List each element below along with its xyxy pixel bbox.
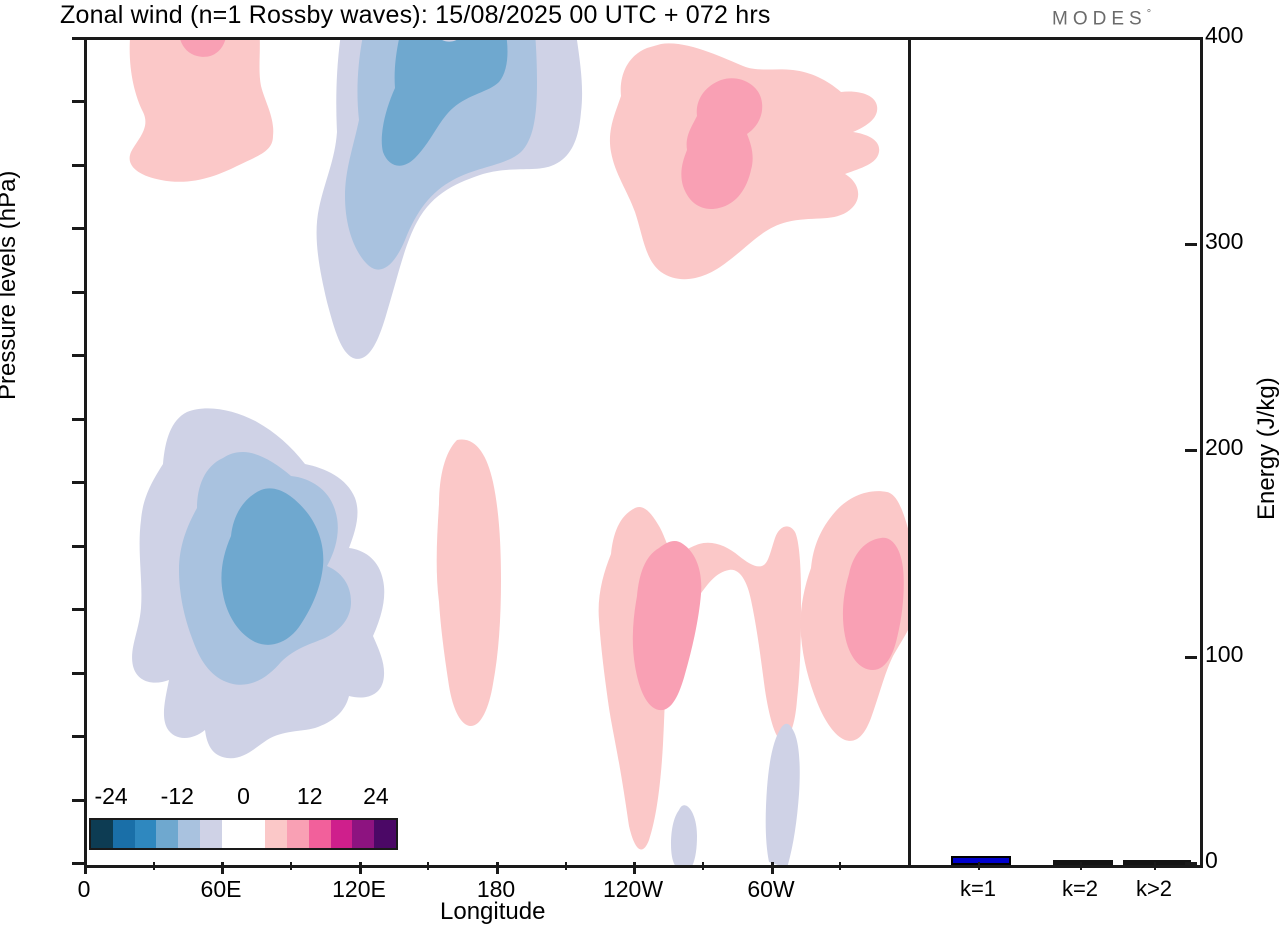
bottom-axis-minor-tick (839, 862, 841, 870)
energy-bar-kgt2 (1123, 860, 1191, 865)
right-axis-tick-label: 300 (1205, 228, 1244, 254)
left-axis-tick (72, 735, 84, 738)
colorbar-swatch (199, 820, 222, 848)
colorbar-swatch (243, 820, 266, 848)
left-axis-tick (72, 672, 84, 675)
right-axis-tick (1185, 449, 1197, 452)
bottom-axis-minor-tick (290, 862, 292, 870)
left-axis-tick (72, 100, 84, 103)
bottom-axis-label: Longitude (440, 898, 546, 925)
colorbar-tick-label: 24 (363, 783, 389, 809)
bottom-axis-tick (633, 862, 636, 874)
colorbar-tick-label: 0 (237, 783, 250, 809)
energy-bar-k2 (1053, 860, 1113, 865)
right-axis-tick-label: 0 (1205, 847, 1218, 873)
colorbar-tick-label: 12 (296, 783, 323, 809)
left-axis-tick (72, 164, 84, 167)
left-axis-tick (72, 418, 84, 421)
energy-bar-label: k=2 (1061, 876, 1099, 901)
contour-plot-panel (84, 37, 911, 868)
colorbar (89, 818, 398, 850)
energy-bar-label: k>2 (1135, 876, 1173, 901)
right-axis-tick-label: 100 (1205, 641, 1244, 667)
bottom-axis-tick-label: 60W (747, 876, 795, 902)
energy-bar-label: k=1 (959, 876, 997, 901)
bottom-axis-tick (359, 862, 362, 874)
bottom-axis-tick (221, 862, 224, 874)
left-axis-tick (72, 37, 84, 40)
left-axis-tick (72, 799, 84, 802)
energy-axis-tick (1080, 862, 1082, 870)
colorbar-swatch (91, 820, 113, 848)
bottom-axis-minor-tick (153, 862, 155, 870)
bottom-axis-tick (496, 862, 499, 874)
colorbar-tick-label: -24 (94, 783, 128, 809)
right-axis-tick-label: 200 (1205, 434, 1244, 460)
right-axis-tick (1185, 37, 1197, 40)
bottom-axis-tick-label: 120W (602, 876, 664, 902)
bottom-axis-tick (84, 862, 87, 874)
bottom-axis-minor-tick (427, 862, 429, 870)
colorbar-swatch (287, 820, 309, 848)
left-axis-tick (72, 481, 84, 484)
colorbar-swatch (178, 820, 200, 848)
bottom-axis-tick-label: 120E (332, 876, 386, 902)
left-axis-tick (72, 227, 84, 230)
zonal-wind-contour-field (129, 40, 911, 865)
colorbar-swatch (112, 820, 135, 848)
colorbar-swatch (134, 820, 157, 848)
modes-logo: MODES° (1052, 8, 1151, 30)
bottom-axis-tick-label: 60E (200, 876, 242, 902)
left-axis-label: Pressure levels (hPa) (0, 170, 21, 400)
colorbar-swatch (221, 820, 244, 848)
colorbar-swatch (330, 820, 353, 848)
page-title: Zonal wind (n=1 Rossby waves): 15/08/202… (60, 1, 771, 29)
left-axis-tick (72, 291, 84, 294)
energy-axis-tick (1154, 862, 1156, 870)
left-axis-tick (72, 608, 84, 611)
modes-logo-text: MODES (1052, 8, 1147, 30)
energy-axis-tick (978, 862, 980, 870)
bottom-axis-tick-label: 180 (476, 876, 516, 902)
left-axis-tick (72, 545, 84, 548)
energy-bar-k1 (951, 856, 1011, 865)
bottom-axis-minor-tick (565, 862, 567, 870)
right-axis-tick (1185, 656, 1197, 659)
left-axis-tick (72, 354, 84, 357)
bottom-axis-tick-label: 0 (77, 876, 91, 902)
colorbar-swatch (352, 820, 375, 848)
colorbar-swatch (156, 820, 179, 848)
left-axis-tick (72, 862, 84, 865)
right-axis-label: Energy (J/kg) (1253, 377, 1280, 520)
colorbar-swatch (308, 820, 331, 848)
right-axis-tick (1185, 243, 1197, 246)
energy-bar-panel (908, 37, 1203, 868)
colorbar-tick-label: -12 (160, 783, 194, 809)
right-axis-tick (1185, 862, 1197, 865)
right-axis-tick-label: 400 (1205, 22, 1244, 48)
bottom-axis-minor-tick (702, 862, 704, 870)
registered-mark-icon: ° (1146, 8, 1152, 20)
colorbar-swatch (265, 820, 288, 848)
colorbar-swatch (374, 820, 396, 848)
bottom-axis-tick (771, 862, 774, 874)
